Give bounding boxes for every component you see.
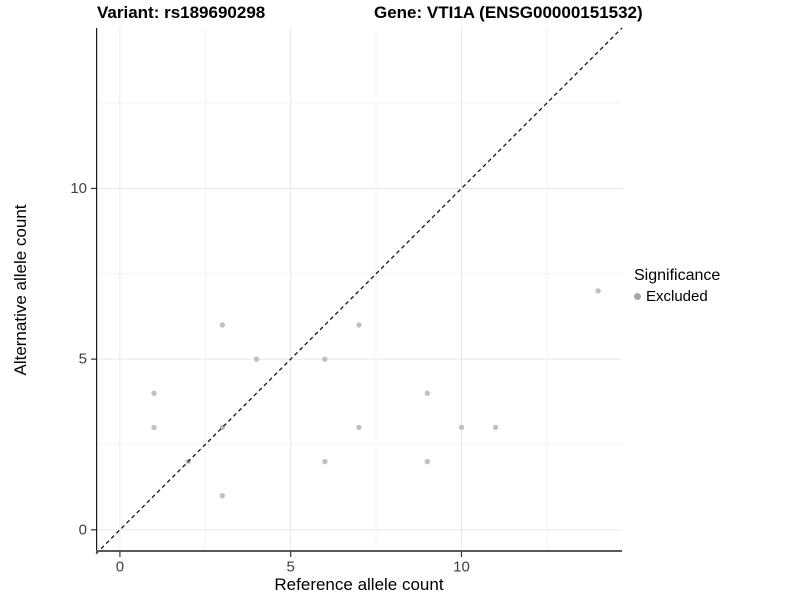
legend-item-excluded: Excluded (634, 288, 720, 305)
data-point (219, 492, 226, 499)
y-axis-title: Alternative allele count (11, 204, 30, 376)
data-point (424, 390, 431, 396)
legend-item-label: Excluded (646, 288, 708, 305)
x-tick-label: 0 (116, 558, 124, 575)
identity-line (95, 27, 623, 555)
data-point (595, 288, 601, 294)
x-axis-title: Reference allele count (274, 575, 444, 594)
data-point (151, 424, 157, 431)
plot-panel: 0 5 10 0 5 10 (70, 27, 623, 575)
legend: Significance Excluded (634, 267, 720, 305)
variant-title: Variant: rs189690298 (97, 3, 266, 22)
legend-point-icon (634, 293, 641, 300)
data-point (356, 322, 362, 328)
data-point (219, 322, 226, 328)
scatter-plot: 0 5 10 0 5 10 (70, 27, 623, 575)
x-tick-label: 5 (287, 558, 295, 575)
data-point (458, 424, 465, 431)
data-point (322, 458, 328, 465)
y-tick-label: 0 (79, 521, 87, 538)
data-point (322, 356, 328, 362)
legend-title: Significance (634, 267, 721, 284)
data-point (151, 390, 157, 396)
data-point (492, 424, 499, 431)
data-point (356, 424, 362, 431)
y-tick-label: 10 (70, 180, 87, 197)
x-tick-label: 10 (453, 558, 470, 575)
data-point (424, 458, 431, 465)
gene-title: Gene: VTI1A (ENSG00000151532) (374, 3, 643, 22)
y-tick-label: 5 (79, 351, 87, 368)
data-point (253, 356, 260, 362)
